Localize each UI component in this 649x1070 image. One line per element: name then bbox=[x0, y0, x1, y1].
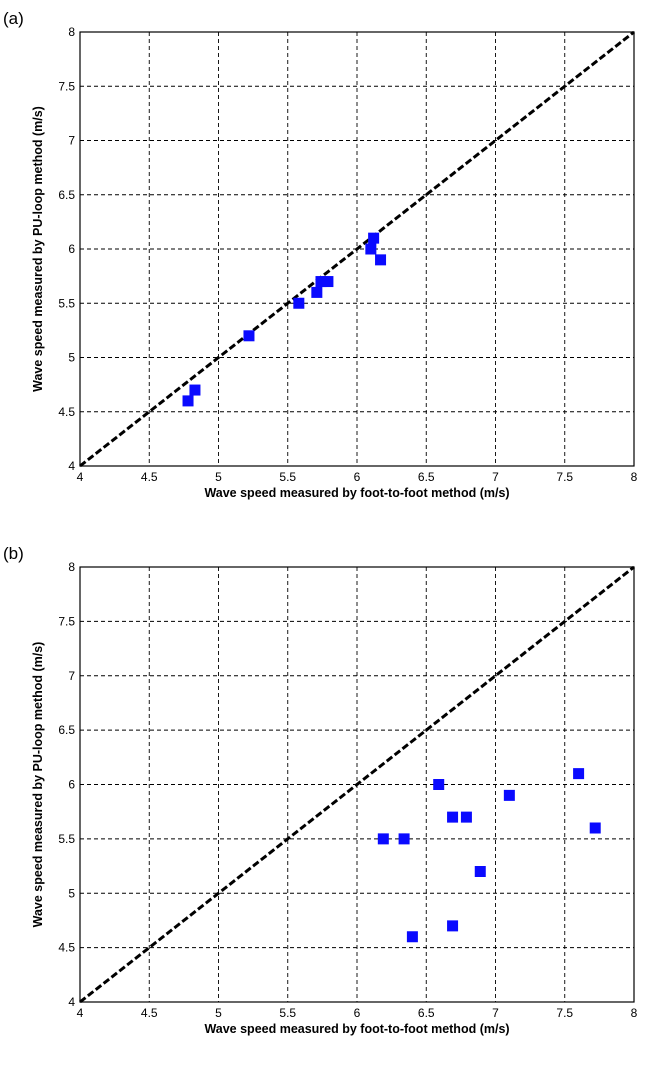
data-point bbox=[311, 286, 323, 298]
y-tick-label: 6 bbox=[68, 242, 75, 256]
identity-line bbox=[79, 565, 635, 1004]
data-point bbox=[182, 395, 194, 407]
data-point bbox=[474, 866, 486, 877]
x-tick-label: 6.5 bbox=[418, 470, 435, 484]
data-point bbox=[322, 276, 334, 288]
x-tick-label: 6 bbox=[354, 1006, 361, 1020]
panel-b: (b) 4 4.5 5 5.5 6 6.5 7 7.5 8 4 4.5 5 5.5 6 6.5 7 7.5 8 Wav… bbox=[3, 544, 638, 1036]
x-tick-label: 4.5 bbox=[141, 470, 158, 484]
x-tick-label: 4.5 bbox=[141, 1006, 158, 1020]
y-tick-label: 7 bbox=[68, 134, 75, 148]
y-tick-label: 5.5 bbox=[58, 296, 75, 310]
data-point bbox=[447, 811, 459, 823]
x-tick-label: 5.5 bbox=[279, 1006, 296, 1020]
y-tick-label: 5 bbox=[68, 351, 75, 365]
data-point bbox=[460, 811, 472, 823]
x-tick-label: 6 bbox=[354, 470, 361, 484]
y-tick-label: 7.5 bbox=[58, 614, 75, 628]
x-tick-label: 7.5 bbox=[556, 470, 573, 484]
data-point bbox=[589, 822, 601, 834]
x-tick-label: 4 bbox=[77, 470, 84, 484]
identity-line bbox=[79, 30, 635, 468]
data-point bbox=[406, 931, 418, 943]
data-point bbox=[375, 254, 387, 266]
plot-frame bbox=[79, 566, 635, 1003]
y-tick-label: 7.5 bbox=[58, 79, 75, 93]
y-tick-label: 6.5 bbox=[58, 188, 75, 202]
y-tick-label: 8 bbox=[68, 560, 75, 574]
y-tick-label: 7 bbox=[68, 669, 75, 683]
y-tick-label: 5.5 bbox=[58, 832, 75, 846]
panel-label: (a) bbox=[3, 9, 24, 28]
y-tick-label: 4 bbox=[68, 459, 75, 473]
data-point bbox=[293, 297, 305, 309]
data-point bbox=[189, 384, 201, 396]
y-tick-label: 4 bbox=[68, 995, 75, 1009]
data-point bbox=[243, 330, 255, 342]
y-tick-label: 8 bbox=[68, 25, 75, 39]
data-point bbox=[433, 779, 445, 790]
data-point bbox=[447, 920, 459, 932]
y-tick-label: 5 bbox=[68, 886, 75, 900]
data-point bbox=[315, 276, 327, 288]
x-tick-label: 5 bbox=[215, 470, 222, 484]
y-tick-label: 6.5 bbox=[58, 723, 75, 737]
x-tick-label: 6.5 bbox=[418, 1006, 435, 1020]
data-point bbox=[377, 833, 389, 845]
x-axis-label: Wave speed measured by foot-to-foot meth… bbox=[204, 1022, 509, 1036]
y-axis-label: Wave speed measured by PU-loop method (m… bbox=[31, 106, 45, 392]
x-tick-label: 5 bbox=[215, 1006, 222, 1020]
x-tick-label: 4 bbox=[77, 1006, 84, 1020]
x-tick-label: 8 bbox=[631, 470, 638, 484]
y-tick-label: 6 bbox=[68, 778, 75, 792]
data-point bbox=[398, 833, 410, 845]
data-point bbox=[365, 243, 377, 255]
data-point bbox=[503, 789, 515, 801]
panel-a: (a) 4 4.5 5 5.5 6 6.5 7 7.5 8 4 4.5 5 5.5 6 6.5 7 7.5 8 Wav… bbox=[3, 9, 638, 500]
x-tick-label: 8 bbox=[631, 1006, 638, 1020]
x-tick-label: 5.5 bbox=[279, 470, 296, 484]
x-tick-label: 7 bbox=[492, 470, 499, 484]
y-tick-label: 4.5 bbox=[58, 941, 75, 955]
x-axis-label: Wave speed measured by foot-to-foot meth… bbox=[204, 486, 509, 500]
y-axis-label: Wave speed measured by PU-loop method (m… bbox=[31, 642, 45, 928]
x-tick-label: 7.5 bbox=[556, 1006, 573, 1020]
panel-label: (b) bbox=[3, 544, 24, 563]
data-point bbox=[573, 768, 585, 780]
plot-frame bbox=[79, 31, 635, 467]
x-tick-label: 7 bbox=[492, 1006, 499, 1020]
y-tick-label: 4.5 bbox=[58, 405, 75, 419]
data-point bbox=[368, 232, 380, 244]
